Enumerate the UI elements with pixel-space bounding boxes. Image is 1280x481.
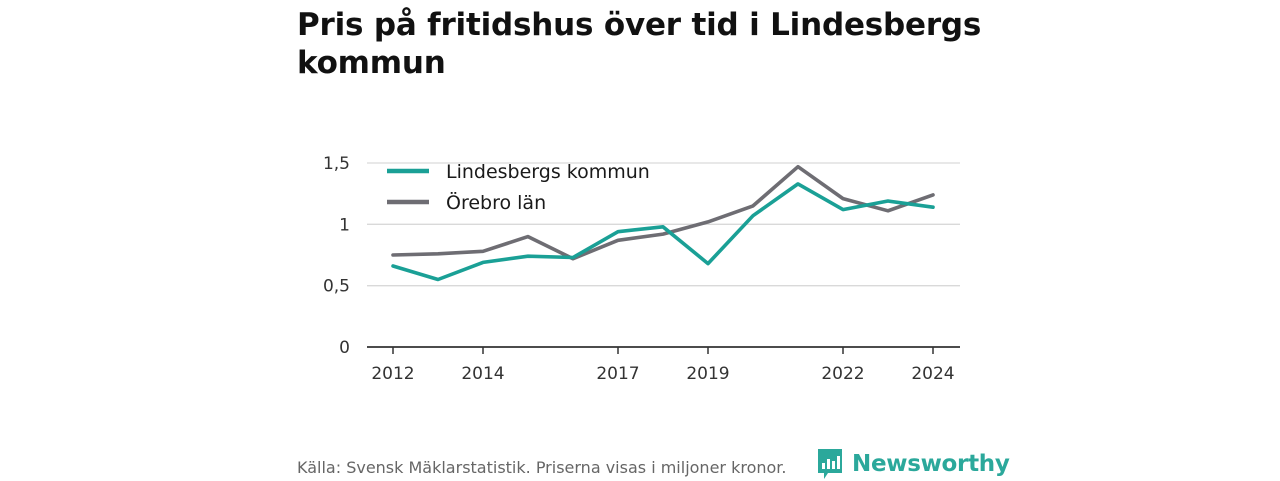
legend: Lindesbergs kommun Örebro län xyxy=(387,161,650,214)
source-note: Källa: Svensk Mäklarstatistik. Priserna … xyxy=(297,458,787,477)
series-lines xyxy=(391,164,935,282)
series-line xyxy=(391,182,935,282)
chart-title: Pris på fritidshus över tid i Lindesberg… xyxy=(297,7,982,81)
x-tick-label: 2014 xyxy=(461,364,504,384)
x-axis: 2012 2014 2017 2019 2022 2024 xyxy=(367,346,960,384)
brand-logo[interactable]: Newsworthy xyxy=(816,447,1010,481)
grid-lines xyxy=(367,162,960,287)
x-tick-label: 2019 xyxy=(686,364,729,384)
y-tick-label: 1,5 xyxy=(323,154,350,174)
x-tick-label: 2022 xyxy=(821,364,864,384)
x-tick-label: 2017 xyxy=(596,364,639,384)
x-tick-label: 2012 xyxy=(371,364,414,384)
legend-label: Örebro län xyxy=(446,191,546,214)
y-tick-labels: 0 0,5 1 1,5 xyxy=(323,154,350,358)
x-tick-label: 2024 xyxy=(911,364,954,384)
series-line xyxy=(391,164,935,261)
brand-name: Newsworthy xyxy=(852,451,1010,477)
legend-label: Lindesbergs kommun xyxy=(446,161,650,183)
newsworthy-logo-icon xyxy=(818,449,842,479)
y-tick-label: 0,5 xyxy=(323,277,350,297)
y-tick-label: 1 xyxy=(339,215,350,235)
y-tick-label: 0 xyxy=(339,338,350,358)
